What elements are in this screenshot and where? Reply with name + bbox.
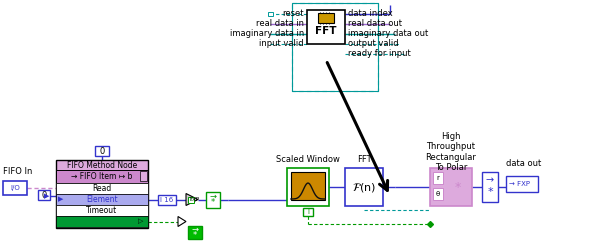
Text: data index: data index — [348, 10, 393, 18]
Bar — [292, 3, 378, 91]
Text: *: * — [193, 231, 197, 240]
Text: imaginary data out: imaginary data out — [348, 30, 428, 38]
Text: reset: reset — [283, 10, 304, 18]
Text: → FXP: → FXP — [509, 181, 530, 187]
Bar — [307, 10, 345, 44]
Bar — [292, 3, 378, 91]
Bar — [206, 192, 220, 208]
Bar — [56, 194, 148, 205]
Text: data out: data out — [506, 160, 541, 168]
Bar — [158, 194, 176, 204]
Text: input valid: input valid — [259, 40, 304, 48]
Text: Element: Element — [86, 195, 118, 204]
Text: output valid: output valid — [348, 40, 398, 48]
Text: I/O: I/O — [10, 185, 20, 191]
Text: ▷: ▷ — [138, 218, 143, 224]
Bar — [506, 176, 538, 192]
Text: $\mathcal{F}$(n): $\mathcal{F}$(n) — [352, 180, 376, 194]
Text: →: → — [486, 175, 494, 185]
Text: *: * — [455, 180, 461, 194]
Text: FFT: FFT — [315, 26, 337, 36]
Text: imaginary data in: imaginary data in — [230, 30, 304, 38]
Polygon shape — [178, 216, 186, 226]
Bar — [433, 188, 443, 200]
Text: *: * — [487, 187, 493, 197]
Bar — [433, 172, 443, 184]
Text: FXP: FXP — [190, 197, 200, 202]
Text: ▶: ▶ — [44, 193, 49, 199]
Bar — [303, 208, 313, 216]
Text: FIFO In: FIFO In — [3, 166, 32, 175]
Text: I: I — [307, 209, 309, 215]
Bar — [3, 181, 27, 195]
Text: Timed Out?: Timed Out? — [80, 217, 124, 226]
Bar — [482, 172, 498, 202]
Text: real data out: real data out — [348, 20, 402, 28]
Text: →: → — [209, 192, 217, 201]
Text: θ: θ — [436, 191, 440, 197]
Polygon shape — [186, 194, 198, 205]
Bar — [56, 183, 148, 194]
Bar — [188, 226, 202, 238]
Text: →: → — [191, 225, 199, 234]
Text: Timeout: Timeout — [86, 206, 118, 215]
Text: ready for input: ready for input — [348, 50, 411, 58]
Bar — [291, 172, 325, 200]
Bar — [56, 216, 148, 227]
Bar — [318, 13, 334, 23]
Text: → FIFO Item ↦ b: → FIFO Item ↦ b — [71, 172, 133, 181]
Text: 0: 0 — [100, 146, 104, 156]
Text: *: * — [211, 198, 215, 207]
Bar — [56, 205, 148, 216]
Bar — [345, 168, 383, 206]
Bar — [140, 171, 147, 181]
Text: FIFO Method Node: FIFO Method Node — [67, 161, 137, 170]
Text: Scaled Window: Scaled Window — [276, 154, 340, 164]
Bar — [188, 196, 194, 202]
Bar — [95, 146, 109, 156]
Text: I: I — [190, 197, 192, 202]
Bar — [287, 168, 329, 206]
Text: r: r — [437, 175, 439, 181]
Text: FFT: FFT — [356, 154, 371, 164]
Bar — [56, 170, 148, 183]
Bar — [56, 160, 148, 228]
Text: I 16: I 16 — [160, 196, 173, 202]
Text: High
Throughput
Rectangular
To Polar: High Throughput Rectangular To Polar — [425, 132, 476, 172]
Bar — [38, 190, 50, 200]
Text: 0: 0 — [41, 190, 47, 200]
Bar — [430, 168, 472, 206]
Text: Read: Read — [92, 184, 112, 193]
Bar — [268, 12, 273, 16]
Text: ▶: ▶ — [58, 196, 64, 202]
Text: real data in: real data in — [256, 20, 304, 28]
